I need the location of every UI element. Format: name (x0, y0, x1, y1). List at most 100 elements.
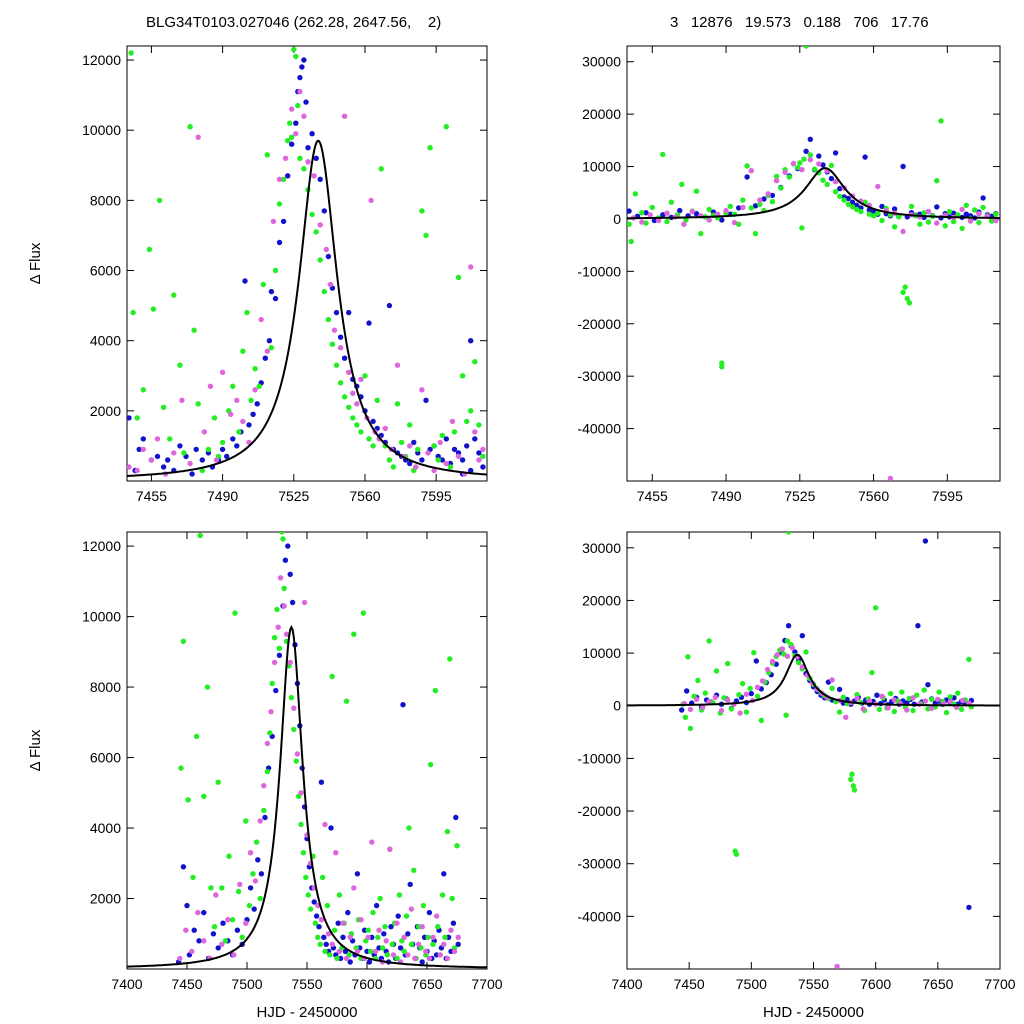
data-point (988, 218, 995, 224)
data-point (803, 148, 809, 154)
data-point (922, 698, 929, 704)
data-point (993, 217, 999, 224)
data-point (321, 934, 327, 940)
data-point (127, 415, 132, 421)
y-tick-label: -20000 (577, 316, 621, 332)
data-point (327, 281, 334, 288)
data-point (891, 224, 898, 230)
data-point (232, 610, 238, 616)
data-point (177, 955, 183, 962)
data-point (318, 917, 325, 923)
data-point (264, 740, 271, 747)
data-point (752, 230, 759, 237)
data-point (655, 217, 662, 224)
data-point (934, 220, 940, 226)
panel-bottom-right: 7400 7450 7500 7550 7600 7650 7700 -40000 -30000… (577, 531, 1016, 1021)
data-point (341, 355, 348, 361)
data-point (219, 885, 225, 891)
data-point (171, 450, 177, 456)
data-point (334, 955, 340, 962)
data-point (401, 948, 407, 955)
data-point (879, 203, 885, 210)
event-params-header: 3 12876 19.573 0.188 706 17.76 (670, 14, 929, 31)
data-point (378, 166, 384, 172)
y-tick-label: 4000 (90, 333, 121, 349)
y-axis-label: Δ Flux (27, 729, 44, 771)
data-point (875, 210, 881, 216)
data-point (250, 411, 256, 417)
data-point (383, 938, 389, 944)
data-point (408, 906, 415, 912)
data-point (967, 218, 974, 224)
y-tick-label: 2000 (90, 891, 121, 907)
data-point (197, 532, 203, 539)
data-point (731, 219, 738, 226)
data-point (270, 218, 277, 225)
data-point (257, 895, 263, 902)
data-point (297, 88, 303, 95)
data-point (824, 181, 830, 188)
data-point (723, 207, 729, 214)
series-2 (630, 157, 999, 481)
data-point (925, 219, 932, 225)
y-tick-label: 10000 (582, 159, 621, 175)
data-point (315, 934, 321, 940)
object-id-header: BLG34T0103.027046 (262.28, 2647.56, 2) (146, 14, 442, 31)
data-point (430, 941, 436, 947)
data-point (423, 232, 429, 239)
data-point (340, 920, 346, 926)
data-point (297, 74, 303, 81)
data-point (943, 709, 950, 716)
data-point (394, 401, 401, 407)
data-point (294, 751, 301, 757)
data-point (282, 557, 289, 563)
x-tick-label: 7525 (784, 488, 815, 504)
data-point (439, 892, 446, 898)
data-point (836, 709, 843, 715)
data-point (307, 906, 314, 912)
data-point (293, 120, 299, 126)
data-point (431, 443, 437, 449)
data-point (225, 917, 231, 923)
data-point (401, 934, 407, 940)
data-point (660, 212, 666, 218)
data-point (154, 453, 161, 460)
data-point (354, 871, 361, 877)
data-point (277, 575, 284, 581)
data-point (698, 230, 704, 237)
data-point (816, 153, 822, 159)
data-point (341, 394, 348, 400)
data-point (400, 702, 406, 708)
data-point (415, 446, 421, 453)
data-point (215, 779, 221, 785)
data-points (679, 532, 975, 969)
data-point (240, 418, 246, 425)
data-point (459, 457, 466, 463)
y-tick-label: -10000 (577, 750, 621, 766)
data-point (140, 387, 146, 393)
data-point (851, 787, 858, 793)
data-point (773, 178, 780, 184)
data-point (266, 338, 273, 344)
data-point (843, 714, 849, 720)
data-point (464, 443, 470, 449)
data-point (758, 717, 764, 724)
data-point (246, 422, 252, 428)
data-point (358, 376, 364, 382)
data-point (748, 205, 754, 211)
data-point (752, 203, 759, 209)
data-point (211, 924, 218, 930)
data-point (316, 924, 322, 930)
data-point (387, 846, 393, 852)
data-point (407, 443, 413, 449)
data-point (281, 603, 287, 609)
data-point (185, 797, 191, 803)
data-point (413, 464, 419, 470)
data-point (441, 871, 447, 877)
plot-frame (626, 531, 1001, 970)
data-point (443, 124, 449, 130)
data-point (936, 689, 942, 695)
data-point (208, 885, 214, 891)
data-point (432, 687, 439, 694)
